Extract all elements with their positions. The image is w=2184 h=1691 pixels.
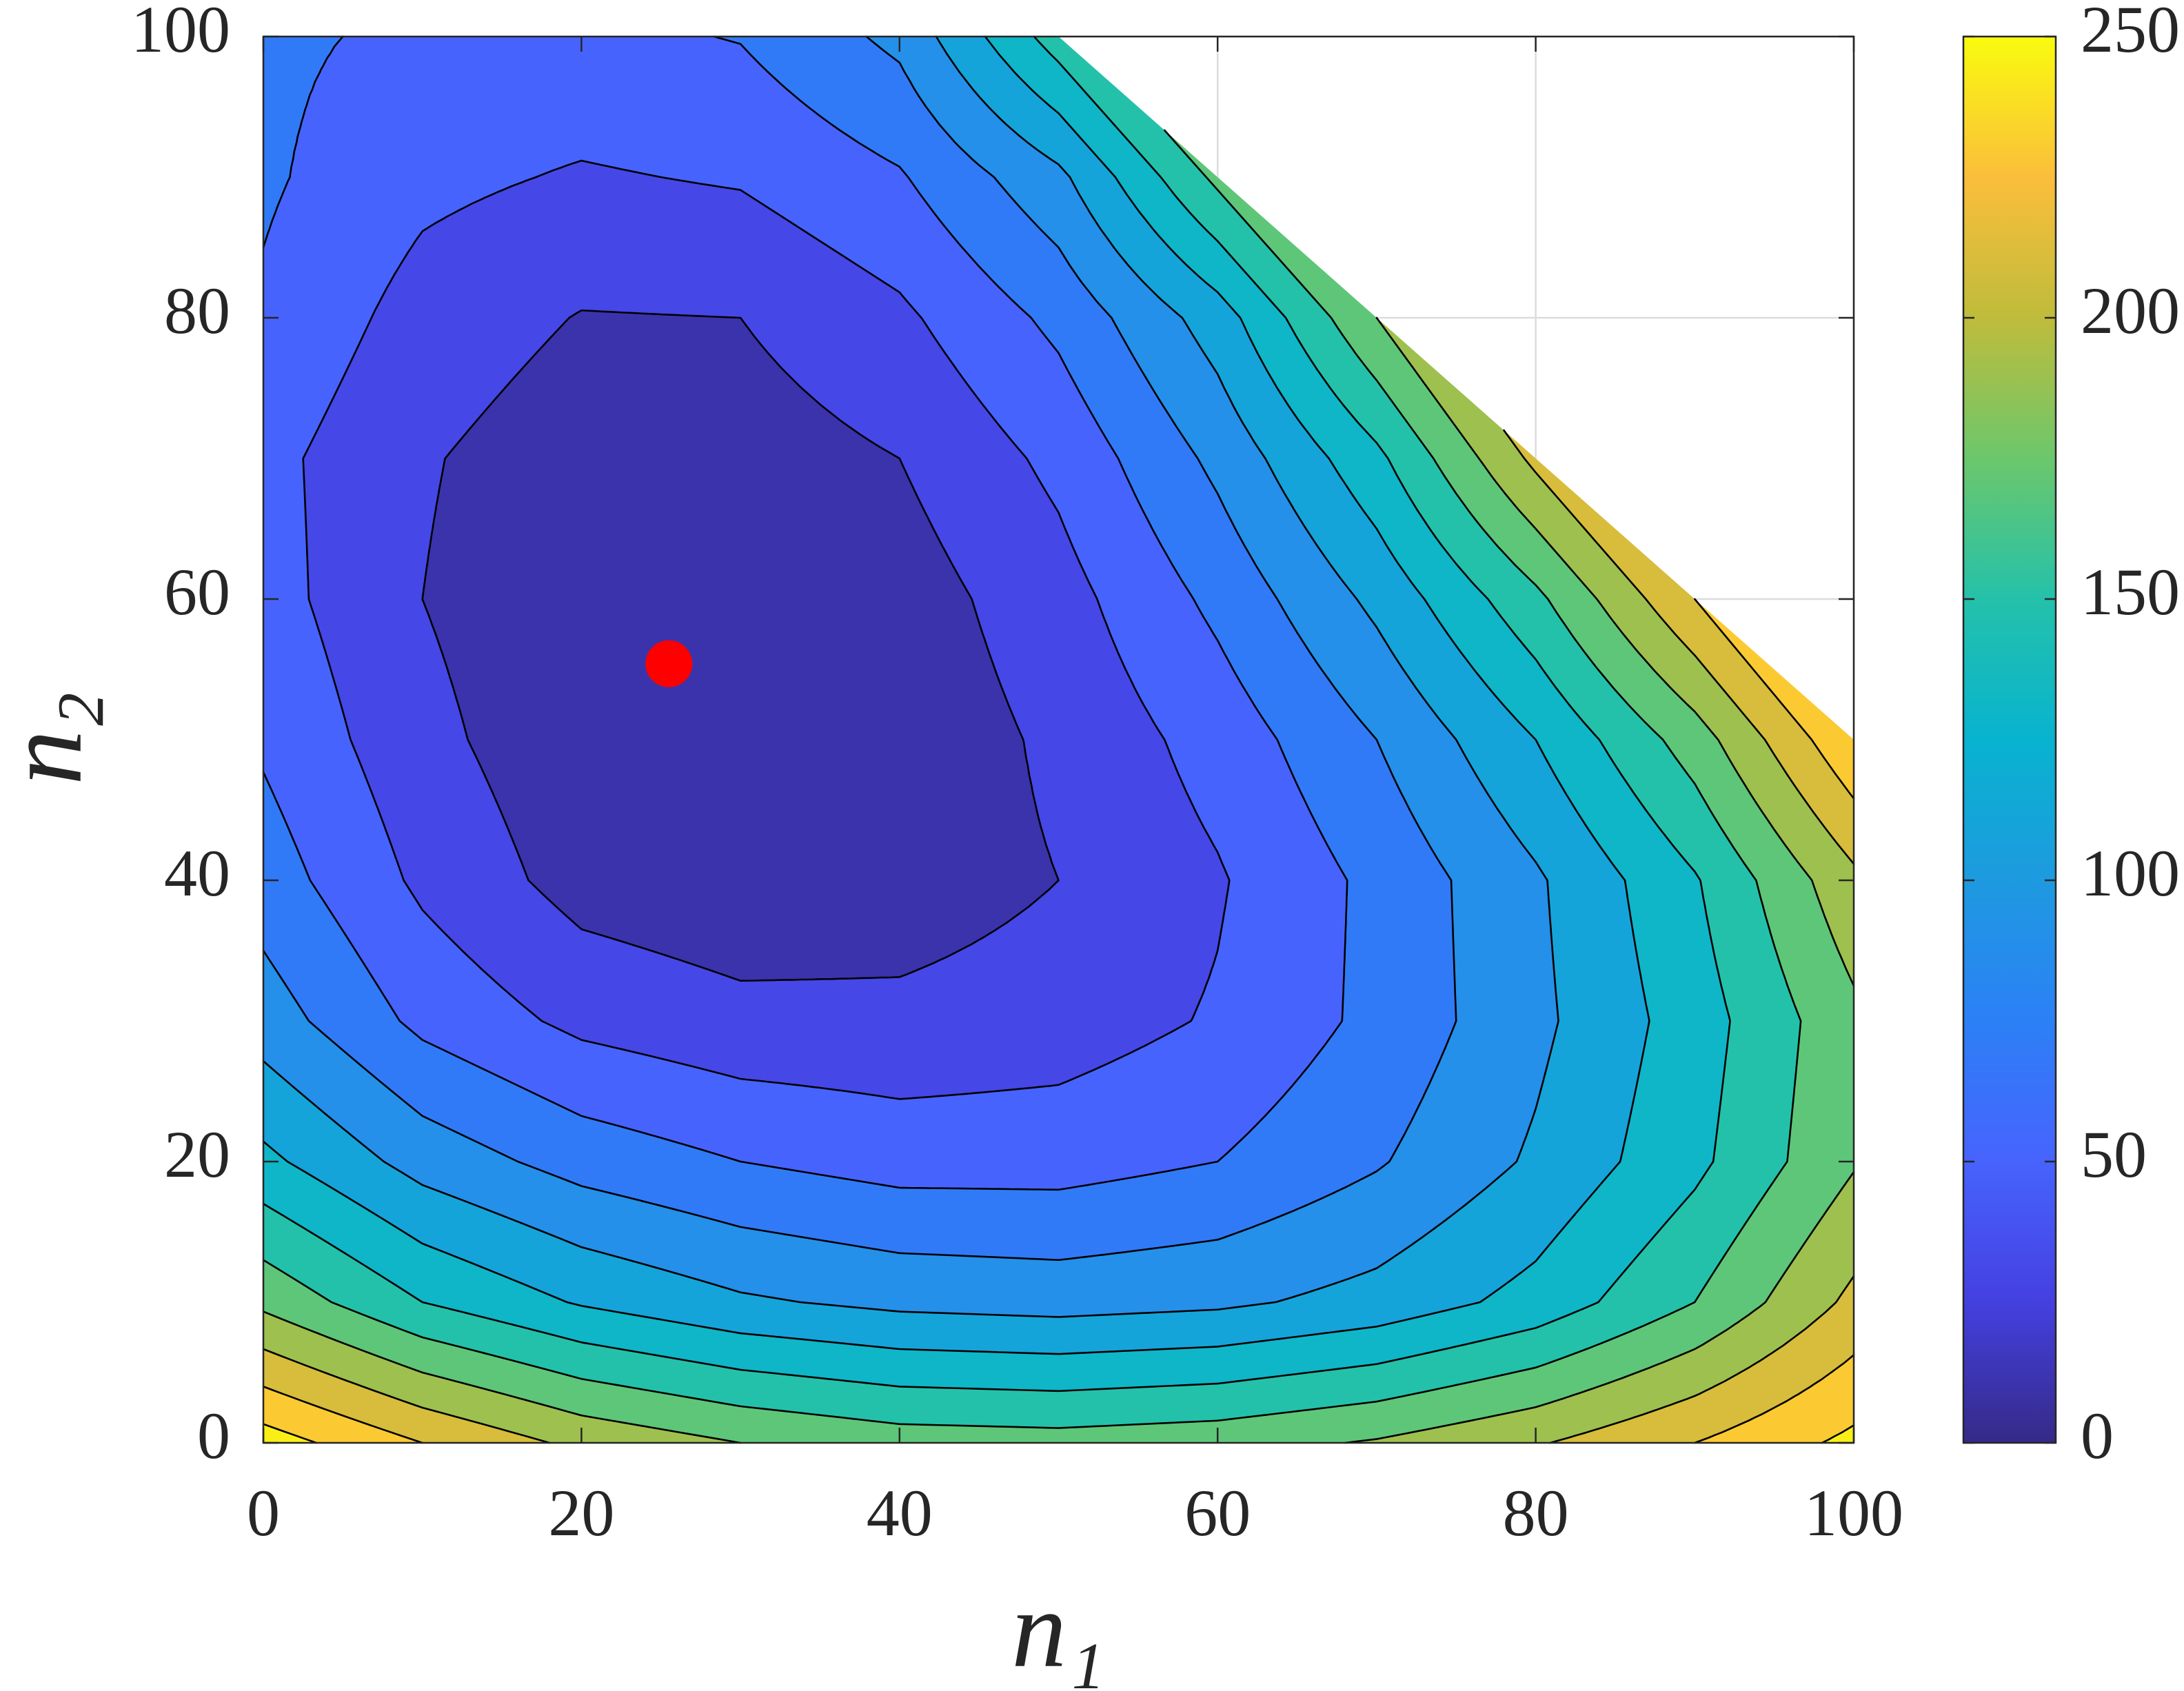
x-tick-label: 20 <box>548 1476 614 1550</box>
x-tick-label: 100 <box>1804 1476 1903 1550</box>
contour-line <box>262 35 1348 1191</box>
contour-line <box>262 129 1802 1429</box>
contour-band <box>263 37 1801 1428</box>
contour-line <box>262 316 1855 1444</box>
colorbar-tick-label: 200 <box>2081 274 2180 347</box>
colorbar-tick-label: 0 <box>2081 1399 2114 1472</box>
contour-band <box>303 161 1230 1100</box>
contour-band <box>422 310 1059 981</box>
y-axis-label: n₂ <box>0 691 105 785</box>
contour-band <box>263 37 1730 1391</box>
contour-band <box>263 37 1348 1190</box>
colorbar-tick-label: 150 <box>2081 555 2180 629</box>
y-tick-label: 20 <box>164 1117 230 1191</box>
contour-lines <box>262 35 1855 1444</box>
colorbar-tick-label: 50 <box>2081 1117 2147 1191</box>
contour-line <box>421 309 1060 982</box>
contour-line <box>262 35 1650 1355</box>
contour-fills <box>263 37 1854 1444</box>
contour-line <box>302 159 1231 1100</box>
x-tick-label: 40 <box>867 1476 933 1550</box>
contour-band <box>263 37 1457 1260</box>
axes-box <box>262 35 1855 1444</box>
y-tick-label: 40 <box>164 836 230 910</box>
colorbar-tick-label: 100 <box>2081 836 2180 910</box>
colorbar-tick-label: 250 <box>2081 0 2180 66</box>
contour-band <box>263 37 1650 1355</box>
x-tick-label: 80 <box>1503 1476 1569 1550</box>
contour-line <box>262 429 1855 1444</box>
colorbar <box>1962 35 2057 1444</box>
x-tick-label: 60 <box>1184 1476 1251 1550</box>
x-axis-label: n₁ <box>1011 1568 1105 1690</box>
y-tick-label: 80 <box>164 274 230 347</box>
contour-band <box>263 37 1559 1317</box>
contour-line <box>262 35 1731 1393</box>
y-tick-label: 100 <box>131 0 230 66</box>
contour-line <box>262 35 1457 1262</box>
y-tick-label: 60 <box>164 555 230 629</box>
contour-line <box>262 35 1559 1318</box>
optimum-marker <box>645 640 693 687</box>
axes: 0 20 40 60 80 100 0 20 40 60 80 100 0 50 100 150 200 250 <box>131 0 2180 1550</box>
contour-band <box>263 130 1854 1443</box>
x-tick-label: 0 <box>247 1476 280 1550</box>
y-tick-label: 0 <box>197 1399 230 1472</box>
